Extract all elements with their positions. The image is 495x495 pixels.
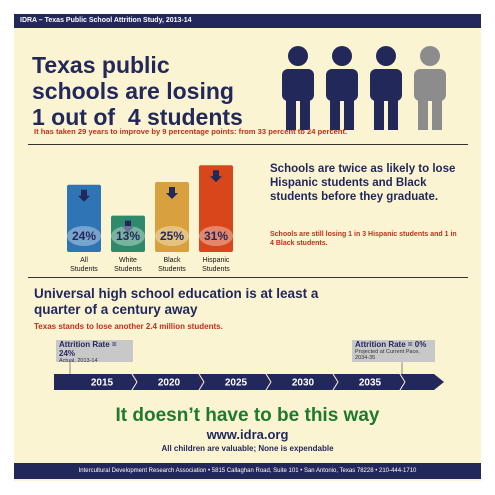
label-badge — [111, 226, 145, 246]
bar-chart: 24% All Students 13% White Students 25% Black St… — [67, 165, 233, 273]
chevron — [198, 373, 205, 383]
chevron — [265, 373, 272, 383]
callout-sub: Projected at Current Pace, 2034-35 — [355, 349, 420, 361]
person-icon — [326, 46, 358, 130]
callout-label: Attrition Rate = 0% — [355, 340, 427, 349]
person-icon — [370, 46, 402, 130]
chevron — [399, 373, 406, 383]
callout-sub: Actual, 2013-14 — [59, 358, 98, 364]
footer: Intercultural Development Research Assoc… — [14, 463, 481, 479]
closing-url[interactable]: www.idra.org — [206, 427, 289, 442]
person-icon — [414, 46, 446, 130]
bar — [199, 165, 233, 252]
year-label: 2030 — [292, 378, 315, 389]
people-icons — [282, 46, 446, 130]
callout-label: Attrition Rate = 24% — [59, 340, 117, 358]
closing: It doesn’t have to be this way www.idra.… — [14, 405, 481, 453]
year-label: 2035 — [359, 378, 382, 389]
findings-note: Schools are still losing 1 in 3 Hispanic… — [270, 231, 457, 247]
chevron — [131, 373, 138, 383]
divider — [28, 277, 468, 278]
callout: Attrition Rate = 0% Projected at Current… — [352, 340, 435, 362]
chevron — [332, 381, 339, 391]
person-icon — [282, 46, 314, 130]
arrow-icon — [166, 187, 178, 199]
chevron — [332, 373, 339, 383]
outlook-title: Universal high school education is at le… — [34, 286, 319, 317]
x-tick-label: White Students — [114, 257, 142, 273]
arrow-icon — [122, 220, 134, 233]
label-badge — [199, 226, 233, 246]
chevron — [131, 381, 138, 391]
value-label: 25% — [160, 229, 184, 243]
chevron — [399, 381, 406, 391]
findings-text: Schools are twice as likely to lose Hisp… — [270, 163, 456, 203]
headline-line: 1 out of 4 students — [32, 104, 243, 130]
bar — [111, 215, 145, 252]
value-label: 24% — [72, 229, 96, 243]
header: IDRA – Texas Public School Attrition Stu… — [14, 14, 481, 28]
chevron — [198, 381, 205, 391]
timeline: 2015 2020 2025 2030 2035 — [54, 362, 444, 391]
x-tick-label: Black Students — [158, 257, 186, 273]
closing-tagline: All children are valuable; None is expen… — [161, 444, 334, 453]
x-tick-label: All Students — [70, 257, 98, 273]
divider — [28, 144, 468, 145]
timeline-arrow — [54, 374, 444, 390]
headline-line: schools are losing — [32, 78, 234, 104]
label-badge — [155, 226, 189, 246]
x-tick-label: Hispanic Students — [202, 257, 230, 273]
outlook-note: Texas stands to lose another 2.4 million… — [34, 322, 223, 331]
label-badge — [67, 226, 101, 246]
value-label: 31% — [204, 229, 228, 243]
arrow-icon — [78, 189, 90, 202]
bar — [67, 184, 101, 252]
callout: Attrition Rate = 24% Actual, 2013-14 — [56, 340, 133, 364]
arrow-icon — [210, 170, 222, 183]
chevron — [265, 381, 272, 391]
headline: Texas public schools are losing 1 out of… — [32, 52, 243, 130]
infographic: IDRA – Texas Public School Attrition Stu… — [14, 14, 481, 481]
closing-title: It doesn’t have to be this way — [115, 405, 380, 426]
year-label: 2020 — [158, 378, 181, 389]
bar — [155, 182, 189, 252]
value-label: 13% — [116, 229, 140, 243]
headline-line: Texas public — [32, 52, 170, 78]
headline-note: It has taken 29 years to improve by 9 pe… — [34, 127, 348, 136]
year-label: 2025 — [225, 378, 248, 389]
year-label: 2015 — [91, 378, 114, 389]
